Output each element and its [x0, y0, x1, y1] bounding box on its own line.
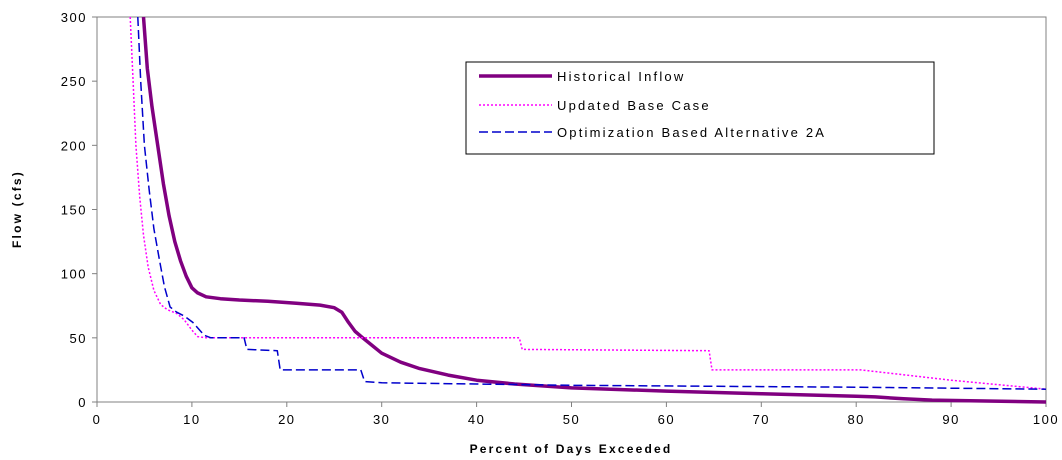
- y-tick-label: 150: [61, 203, 87, 218]
- series-layer: [129, 16, 1047, 404]
- x-tick-label: 60: [658, 412, 675, 427]
- y-tick-label: 300: [61, 10, 87, 25]
- legend-label-updated-base-case: Updated Base Case: [557, 98, 711, 113]
- legend: Historical Inflow Updated Base Case Opti…: [465, 61, 935, 155]
- y-axis-title: Flow (cfs): [10, 170, 24, 248]
- axes: 0 10 20 30 40 50 60 70 80 90 100 0 50 100 150 200 250 300: [61, 10, 1059, 427]
- x-tick-label: 80: [847, 412, 864, 427]
- y-tick-label: 50: [70, 331, 87, 346]
- x-axis-title: Percent of Days Exceeded: [470, 442, 673, 456]
- x-tick-label: 10: [183, 412, 200, 427]
- y-tick-label: 200: [61, 138, 87, 153]
- x-tick-label: 30: [373, 412, 390, 427]
- series-line-historical-inflow: [141, 16, 1047, 404]
- x-tick-label: 50: [563, 412, 580, 427]
- series-line-optimization-based-alternative-2a: [137, 16, 1047, 390]
- y-tick-label: 100: [61, 267, 87, 282]
- x-tick-label: 70: [753, 412, 770, 427]
- y-tick-label: 250: [61, 74, 87, 89]
- x-tick-label: 20: [278, 412, 295, 427]
- y-tick-label: 0: [78, 395, 87, 410]
- x-tick-label: 0: [93, 412, 102, 427]
- x-tick-label: 100: [1033, 412, 1059, 427]
- x-tick-label: 40: [468, 412, 485, 427]
- x-tick-label: 90: [942, 412, 959, 427]
- legend-label-optimization-2a: Optimization Based Alternative 2A: [557, 125, 826, 140]
- legend-label-historical-inflow: Historical Inflow: [557, 69, 685, 84]
- series-line-updated-base-case: [129, 16, 1047, 390]
